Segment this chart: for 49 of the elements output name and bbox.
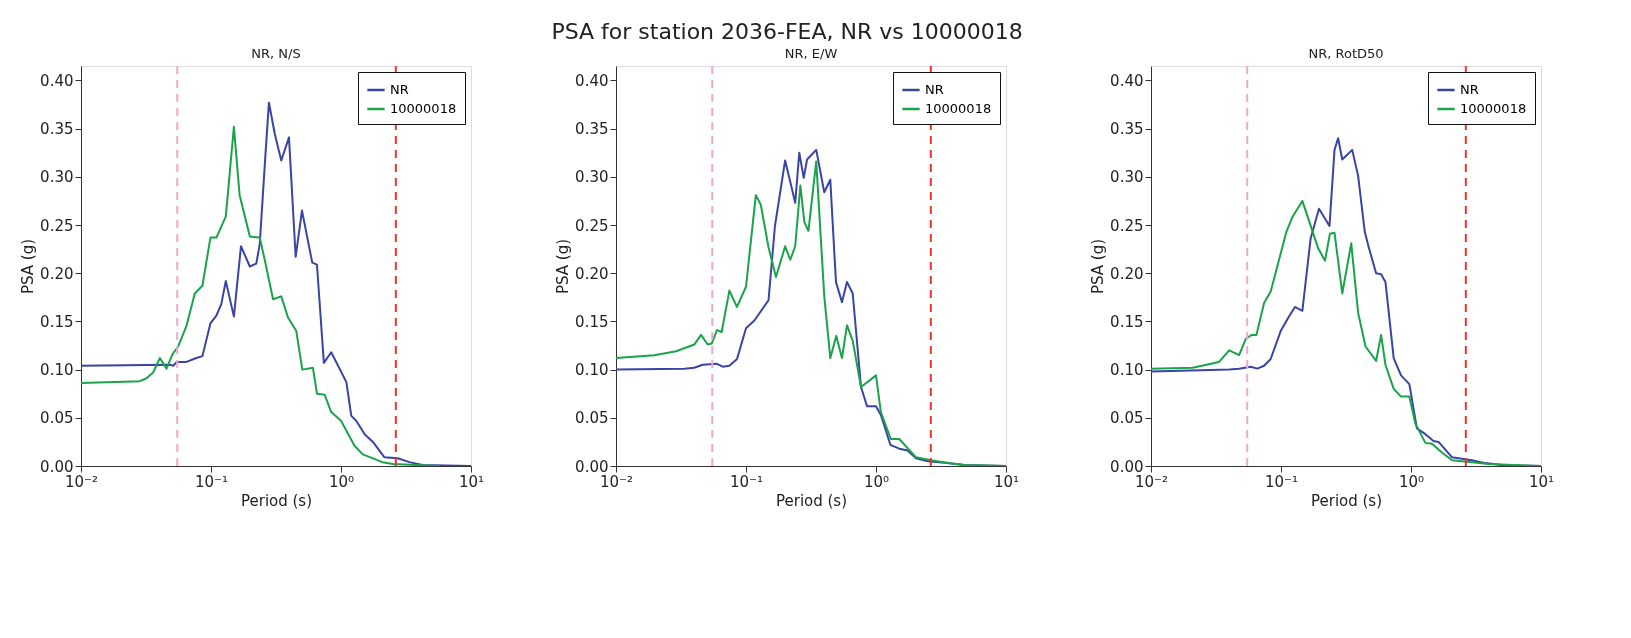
y-axis-title: PSA (g): [554, 238, 573, 295]
y-tick-label: 0.20: [40, 264, 74, 283]
y-tick-label: 0.30: [40, 168, 74, 187]
x-tick-label: 10⁰: [863, 472, 890, 491]
y-tick-label: 0.20: [1110, 264, 1144, 283]
y-tick-label: 0.15: [40, 312, 74, 331]
x-tick-label: 10⁰: [1398, 472, 1425, 491]
y-tick-label: 0.30: [575, 168, 609, 187]
x-tick-label: 10¹: [993, 472, 1020, 491]
y-tick-label: 0.10: [1110, 361, 1144, 380]
y-tick-label: 0.25: [575, 216, 609, 235]
x-tick-label: 10¹: [1528, 472, 1555, 491]
y-tick-label: 0.05: [40, 409, 74, 428]
legend-label: NR: [390, 82, 409, 97]
legend-label: 10000018: [1460, 101, 1527, 116]
y-tick-label: 0.15: [575, 312, 609, 331]
y-tick-label: 0.25: [40, 216, 74, 235]
y-tick-label: 0.35: [40, 120, 74, 139]
x-tick-label: 10⁻¹: [194, 472, 229, 491]
x-tick-label: 10⁰: [328, 472, 355, 491]
y-axis-title: PSA (g): [1089, 238, 1108, 295]
x-axis-title: Period (s): [1310, 491, 1383, 510]
x-tick-label: 10⁻¹: [1264, 472, 1299, 491]
y-axis-title: PSA (g): [19, 238, 38, 295]
y-tick-label: 0.25: [1110, 216, 1144, 235]
y-tick-label: 0.35: [575, 120, 609, 139]
y-tick-label: 0.40: [1110, 71, 1144, 90]
y-tick-label: 0.10: [575, 361, 609, 380]
text: PSA for station 2036-FEA, NR vs 10000018: [551, 18, 1023, 44]
x-axis-title: Period (s): [240, 491, 313, 510]
x-tick-label: 10⁻¹: [729, 472, 764, 491]
chart-title: NR, RotD50: [1308, 46, 1384, 61]
y-tick-label: 0.40: [575, 71, 609, 90]
y-tick-label: 0.30: [1110, 168, 1144, 187]
legend-label: 10000018: [390, 101, 457, 116]
y-tick-label: 0.05: [1110, 409, 1144, 428]
y-tick-label: 0.15: [1110, 312, 1144, 331]
legend-label: NR: [1460, 82, 1479, 97]
legend-label: 10000018: [925, 101, 992, 116]
chart-title: NR, E/W: [784, 46, 838, 61]
y-tick-label: 0.05: [575, 409, 609, 428]
y-tick-label: 0.40: [40, 71, 74, 90]
chart-title: NR, N/S: [251, 46, 301, 61]
y-tick-label: 0.10: [40, 361, 74, 380]
x-tick-label: 10¹: [458, 472, 485, 491]
y-tick-label: 0.20: [575, 264, 609, 283]
y-tick-label: 0.35: [1110, 120, 1144, 139]
legend-label: NR: [925, 82, 944, 97]
x-axis-title: Period (s): [775, 491, 848, 510]
